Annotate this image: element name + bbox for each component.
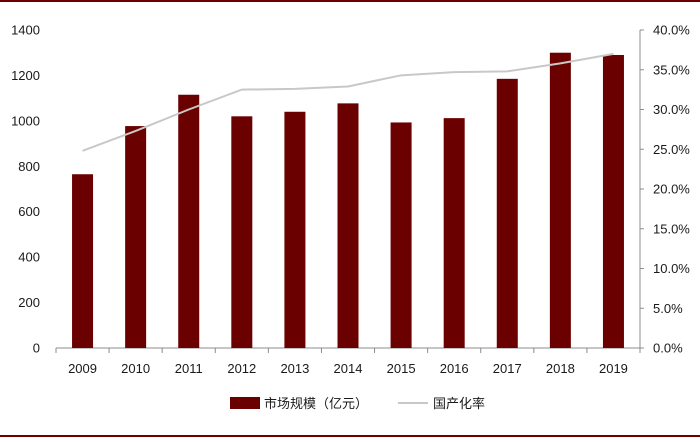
bar bbox=[390, 122, 412, 348]
y-left-tick-label: 1200 bbox=[11, 68, 40, 83]
x-tick-label: 2011 bbox=[175, 361, 203, 376]
x-tick-label: 2017 bbox=[493, 361, 522, 376]
bar bbox=[443, 118, 465, 348]
bar bbox=[178, 94, 200, 348]
y-right-tick-label: 20.0% bbox=[653, 182, 690, 197]
y-right-tick-label: 10.0% bbox=[653, 261, 690, 276]
bar bbox=[602, 54, 624, 348]
y-left-tick-label: 0 bbox=[33, 341, 40, 356]
legend-label-line: 国产化率 bbox=[433, 396, 485, 412]
y-right-tick-label: 25.0% bbox=[653, 142, 690, 157]
legend-swatch-bar bbox=[230, 397, 260, 409]
y-right-tick-label: 0.0% bbox=[653, 341, 683, 356]
x-tick-label: 2012 bbox=[227, 361, 256, 376]
y-right-tick-label: 35.0% bbox=[653, 62, 690, 77]
y-left-tick-label: 1000 bbox=[11, 113, 40, 128]
y-left-tick-label: 200 bbox=[18, 295, 40, 310]
bar bbox=[231, 116, 253, 348]
x-tick-label: 2015 bbox=[387, 361, 416, 376]
x-tick-label: 2009 bbox=[68, 361, 97, 376]
y-left-tick-label: 600 bbox=[18, 204, 40, 219]
y-left-tick-label: 1400 bbox=[11, 23, 40, 38]
bar bbox=[284, 111, 306, 349]
y-right-tick-label: 30.0% bbox=[653, 102, 690, 117]
legend-label-bar: 市场规模（亿元） bbox=[264, 396, 368, 412]
x-tick-label: 2018 bbox=[546, 361, 575, 376]
x-tick-label: 2019 bbox=[599, 361, 628, 376]
y-left-tick-label: 400 bbox=[18, 250, 40, 265]
y-right-tick-label: 40.0% bbox=[653, 23, 690, 38]
bar bbox=[496, 78, 518, 348]
y-right-tick-label: 5.0% bbox=[653, 301, 683, 316]
x-tick-label: 2013 bbox=[280, 361, 309, 376]
series-line bbox=[82, 52, 614, 152]
x-tick-label: 2010 bbox=[121, 361, 150, 376]
x-tick-label: 2014 bbox=[334, 361, 363, 376]
bar bbox=[549, 52, 571, 348]
bar bbox=[337, 103, 359, 348]
x-tick-label: 2016 bbox=[440, 361, 469, 376]
bar bbox=[125, 126, 147, 349]
bar bbox=[72, 174, 94, 348]
y-left-tick-label: 800 bbox=[18, 159, 40, 174]
y-right-tick-label: 15.0% bbox=[653, 221, 690, 236]
